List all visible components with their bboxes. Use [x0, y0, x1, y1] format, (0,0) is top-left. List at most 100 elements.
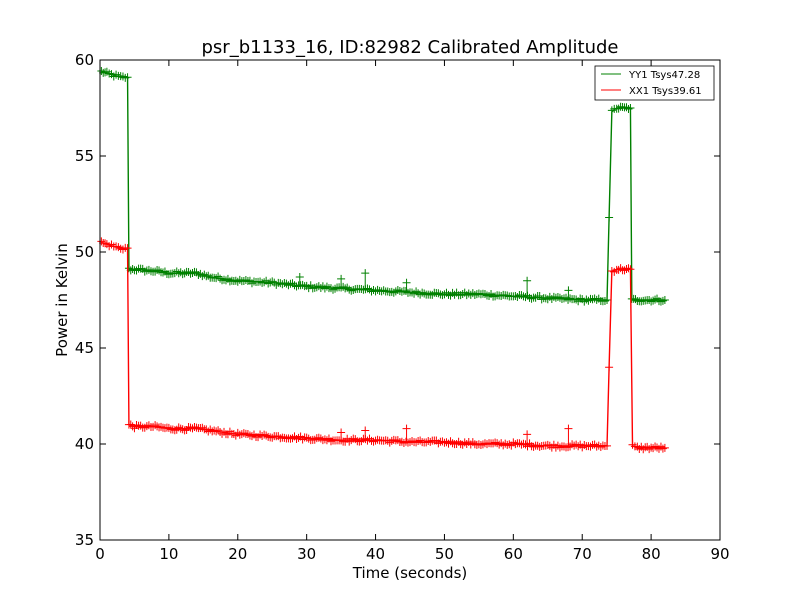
- data-point: [434, 439, 443, 448]
- data-point: [503, 291, 512, 300]
- data-point: [521, 440, 530, 449]
- spike-point: [337, 274, 346, 289]
- data-point: [590, 440, 599, 449]
- data-point: [314, 433, 323, 442]
- data-point: [292, 282, 301, 291]
- data-point: [302, 433, 311, 442]
- data-point: [235, 430, 244, 439]
- chart-title: psr_b1133_16, ID:82982 Calibrated Amplit…: [202, 37, 619, 58]
- data-point: [501, 439, 510, 448]
- data-point: [622, 103, 631, 112]
- data-point: [97, 237, 106, 246]
- data-point: [660, 296, 669, 304]
- data-point: [142, 422, 151, 431]
- data-point: [164, 270, 173, 279]
- data-point: [345, 437, 354, 446]
- data-point: [245, 431, 254, 440]
- data-point: [258, 432, 267, 441]
- plot-layer: [97, 66, 669, 454]
- data-point: [349, 286, 358, 295]
- data-point: [401, 287, 410, 296]
- x-tick-label: 60: [504, 545, 523, 563]
- data-point: [178, 425, 187, 434]
- spike-point: [402, 424, 411, 443]
- data-point: [387, 287, 396, 296]
- spike-point: [361, 269, 370, 291]
- data-point: [491, 438, 500, 447]
- data-point: [239, 429, 248, 438]
- data-point: [128, 422, 137, 431]
- data-point: [531, 293, 540, 302]
- spike-point: [523, 276, 532, 299]
- data-point: [351, 435, 360, 444]
- data-point: [653, 443, 662, 452]
- data-point: [624, 264, 633, 273]
- data-point: [241, 276, 250, 285]
- data-point: [574, 442, 583, 451]
- data-point: [547, 295, 556, 304]
- data-point: [278, 280, 287, 289]
- spike-point: [523, 430, 532, 446]
- data-point: [588, 295, 597, 304]
- data-point: [153, 422, 162, 431]
- data-point: [470, 290, 479, 299]
- data-point: [393, 286, 402, 295]
- data-point: [649, 444, 658, 453]
- x-tick-label: 0: [95, 545, 105, 563]
- data-point: [385, 438, 394, 447]
- x-tick-label: 80: [642, 545, 661, 563]
- data-point: [631, 295, 640, 304]
- data-point: [256, 277, 265, 286]
- data-point: [603, 441, 612, 450]
- data-point: [446, 437, 455, 446]
- data-point: [123, 244, 132, 253]
- x-tick-label: 30: [297, 545, 316, 563]
- data-point: [247, 432, 256, 441]
- data-point: [389, 288, 398, 297]
- data-point: [233, 277, 242, 286]
- y-tick-label: 60: [75, 51, 94, 69]
- data-point: [656, 442, 665, 451]
- data-point: [373, 435, 382, 444]
- data-point: [176, 424, 185, 433]
- y-tick-label: 55: [75, 147, 94, 165]
- data-point: [605, 213, 614, 222]
- data-point: [247, 279, 256, 288]
- data-point: [310, 435, 319, 444]
- data-point: [288, 279, 297, 288]
- data-point: [268, 277, 277, 286]
- x-tick-label: 20: [228, 545, 247, 563]
- x-tick-label: 40: [366, 545, 385, 563]
- data-point: [507, 441, 516, 450]
- data-point: [620, 266, 629, 275]
- data-point: [142, 266, 151, 275]
- data-point: [186, 269, 195, 278]
- ticks-layer: 0 10 20 30 40 50 60 70 80 90 35 40 45 50 55 60: [75, 51, 730, 563]
- data-point: [438, 437, 447, 446]
- data-point: [132, 421, 141, 430]
- y-tick-label: 50: [75, 243, 94, 261]
- data-point: [97, 66, 106, 75]
- data-point: [312, 283, 321, 292]
- data-point: [576, 294, 585, 303]
- data-point: [280, 433, 289, 442]
- data-point: [200, 270, 209, 279]
- data-point: [397, 287, 406, 296]
- y-tick-label: 40: [75, 435, 94, 453]
- data-point: [140, 423, 149, 432]
- data-point: [220, 275, 228, 284]
- data-point: [535, 291, 544, 300]
- spike-point: [564, 424, 573, 446]
- data-point: [243, 430, 252, 439]
- data-point: [369, 437, 378, 446]
- data-point: [212, 427, 221, 436]
- data-point: [190, 422, 199, 431]
- data-point: [393, 436, 402, 445]
- data-point: [174, 423, 183, 432]
- data-point: [198, 423, 207, 432]
- data-point: [151, 267, 160, 276]
- data-point: [503, 440, 512, 449]
- data-point: [482, 440, 491, 449]
- data-point: [172, 267, 181, 276]
- data-point: [647, 297, 656, 306]
